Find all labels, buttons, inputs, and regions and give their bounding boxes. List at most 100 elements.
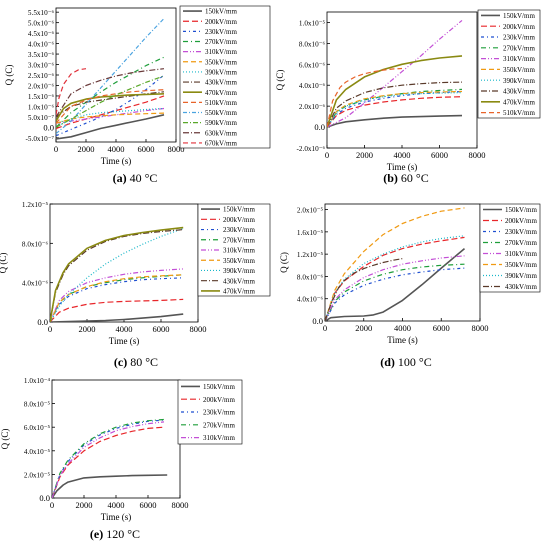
plot-frame: [324, 203, 481, 322]
series-line-390: [327, 92, 463, 128]
chart-panel-b: 0 2000 4000 6000 8000 -2.0x10⁻⁶ 0.0 2.0x10⁻⁶ 4.0…: [275, 9, 541, 185]
x-tick-label: 0: [325, 150, 329, 160]
legend-label: 150kV/mm: [505, 206, 537, 214]
panel-caption: (a) 40 °C: [113, 171, 158, 185]
y-axis-label: Q (C): [0, 253, 8, 274]
series-line-470: [56, 93, 165, 122]
legend-label: 390kV/mm: [503, 77, 535, 85]
caption-text: 100 °C: [395, 355, 432, 369]
panel-caption: (e) 120 °C: [90, 527, 140, 541]
y-tick-label: 8.0x10⁻⁵: [24, 401, 51, 409]
series-line-200: [56, 95, 165, 130]
series-line-470: [50, 226, 184, 322]
x-tick-label: 2000: [76, 500, 93, 510]
legend-label: 230kV/mm: [503, 34, 535, 42]
x-axis-label: Time (s): [109, 336, 139, 346]
series-line-310: [325, 255, 465, 321]
series-line-270: [56, 56, 165, 128]
y-tick-label: 2.0x10⁻⁵: [24, 471, 51, 479]
series-group: [52, 418, 168, 498]
chart-panel-a: 0 2000 4000 6000 8000 -5.0x10⁻⁷ 0.05.0x10⁻⁷ 1.0…: [4, 5, 271, 185]
series-line-550: [56, 18, 165, 135]
y-tick-label: 0.0: [43, 122, 54, 132]
plot-frame: [49, 203, 199, 323]
legend-label: 350kV/mm: [223, 257, 255, 265]
x-axis-label: Time (s): [101, 156, 131, 166]
caption-letter: (c): [114, 355, 127, 369]
y-tick-label: -2.0x10⁻⁶: [297, 145, 326, 153]
series-line-150: [327, 114, 463, 128]
series-line-150: [52, 474, 168, 498]
legend-box: [479, 203, 541, 293]
legend: 150kV/mm 200kV/mm 230kV/mm 270kV/mm 310kV/mm…: [197, 203, 271, 297]
legend-label: 310kV/mm: [503, 55, 535, 63]
legend-label: 310kV/mm: [205, 48, 237, 56]
x-tick-label: 6000: [433, 323, 450, 333]
y-tick-label: 4.0x10⁻⁶: [22, 280, 49, 288]
panel-caption: (c) 80 °C: [114, 355, 158, 369]
y-tick-label: 5.0x10⁻⁶: [28, 20, 55, 28]
legend-label: 510kV/mm: [503, 109, 535, 117]
x-tick-label: 0: [323, 323, 327, 333]
legend-label: 590kV/mm: [205, 119, 237, 127]
y-tick-label: 8.0x10⁻⁶: [299, 40, 326, 48]
legend-label: 150kV/mm: [503, 12, 535, 20]
series-line-200: [325, 236, 465, 321]
x-tick-label: 2000: [356, 150, 373, 160]
y-tick-label: 2.0x10⁻⁶: [299, 103, 326, 111]
x-tick-label: 4000: [394, 150, 411, 160]
x-tick-label: 0: [54, 144, 58, 154]
series-line-150: [50, 313, 184, 322]
legend-label: 430kV/mm: [205, 79, 237, 87]
series-line-310: [50, 268, 184, 322]
x-tick-label: 6000: [140, 500, 157, 510]
plot-frame: [326, 11, 478, 149]
x-tick-label: 2000: [78, 144, 95, 154]
y-axis-label: Q (C): [0, 429, 10, 450]
legend-label: 230kV/mm: [223, 226, 255, 234]
legend-label: 200kV/mm: [223, 216, 255, 224]
series-line-150: [56, 114, 165, 140]
legend-label: 350kV/mm: [505, 261, 537, 269]
legend-label: 150kV/mm: [223, 206, 255, 214]
legend-label: 470kV/mm: [223, 287, 255, 295]
x-tick-label: 0: [48, 324, 52, 334]
legend-label: 310kV/mm: [223, 247, 255, 255]
plot-frame: [51, 379, 181, 499]
series-group: [50, 226, 184, 322]
series-line-150: [325, 247, 466, 321]
legend-label: 430kV/mm: [503, 88, 535, 96]
y-tick-label: 1.0x10⁻⁵: [299, 19, 326, 27]
y-tick-label: 2.0x10⁻⁶: [28, 82, 55, 90]
x-tick-label: 4000: [394, 323, 411, 333]
legend-label: 430kV/mm: [505, 283, 537, 291]
legend-label: 310kV/mm: [505, 250, 537, 258]
series-line-350: [56, 112, 165, 124]
series-line-670: [56, 68, 87, 115]
x-tick-label: 4000: [108, 144, 125, 154]
x-tick-label: 8000: [472, 323, 489, 333]
x-tick-label: 2000: [355, 323, 372, 333]
legend-label: 270kV/mm: [223, 236, 255, 244]
x-tick-label: 8000: [172, 500, 189, 510]
series-line-590: [56, 75, 165, 128]
series-line-230: [325, 267, 465, 321]
legend: 150kV/mm 200kV/mm 230kV/mm 270kV/mm 310kV/mm: [177, 379, 243, 445]
y-tick-label: 1.5x10⁻⁶: [28, 93, 55, 101]
chart-panel-e: 0 2000 4000 6000 8000 0.0 2.0x10⁻⁵ 4.0x10⁻⁵ 6.0x…: [0, 377, 243, 541]
series-line-350: [50, 274, 184, 322]
y-tick-label: 1.0x10⁻⁴: [24, 377, 51, 385]
caption-letter: (d): [380, 355, 395, 369]
y-tick-label: 5.5x10⁻⁶: [28, 9, 55, 17]
legend-label: 550kV/mm: [205, 109, 237, 117]
y-axis-label: Q (C): [275, 70, 285, 91]
series-group: [325, 207, 466, 321]
series-line-390: [50, 228, 184, 322]
legend-label: 430kV/mm: [223, 277, 255, 285]
panel-caption: (d) 100 °C: [380, 355, 431, 369]
y-tick-label: 8.0x10⁻⁶: [22, 240, 49, 248]
series-group: [327, 19, 463, 128]
y-tick-label: 1.0x10⁻⁶: [28, 103, 55, 111]
x-axis-label: Time (s): [387, 335, 417, 345]
